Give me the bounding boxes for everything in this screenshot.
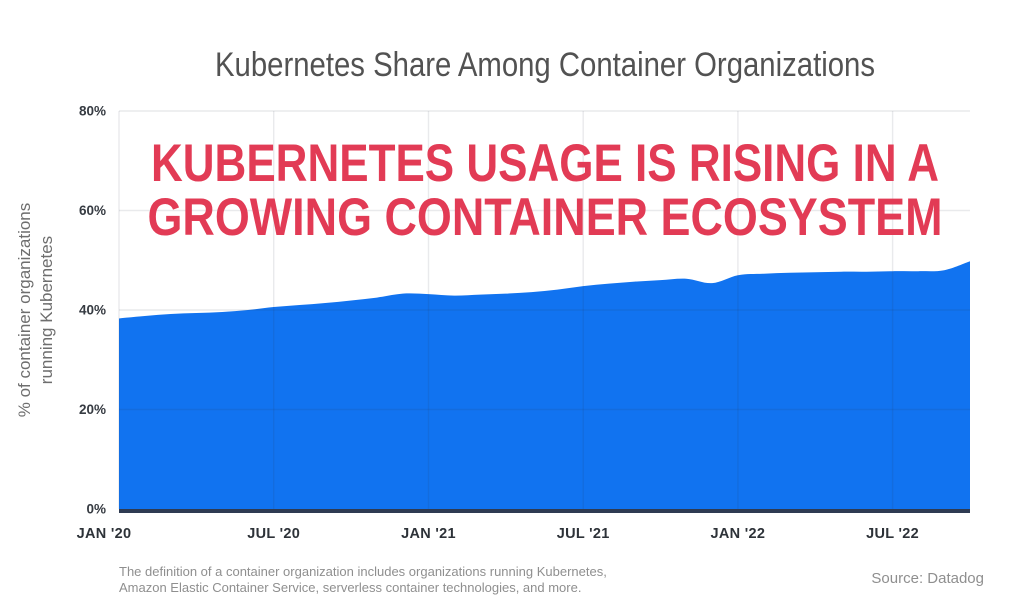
headline-line-2: GROWING CONTAINER ECOSYSTEM <box>148 188 943 247</box>
definition-note-line-2: Amazon Elastic Container Service, server… <box>119 579 582 595</box>
definition-note: The definition of a container organizati… <box>119 564 607 595</box>
plot-area: 0% 20% 40% 60% 80% JAN '20 JUL '20 JAN '21 JUL '… <box>77 104 970 542</box>
x-tick-label: JUL '22 <box>866 526 919 542</box>
definition-note-line-1: The definition of a container organizati… <box>119 564 607 579</box>
chart-title: Kubernetes Share Among Container Organiz… <box>215 46 875 84</box>
y-tick-label: 20% <box>79 402 106 417</box>
y-tick-label: 80% <box>79 104 106 119</box>
y-axis-title-line-1: % of container organizations <box>14 202 34 418</box>
x-tick-label: JAN '20 <box>77 526 132 542</box>
x-axis-baseline <box>119 509 970 513</box>
source-credit: Source: Datadog <box>871 570 984 587</box>
x-tick-label: JAN '22 <box>711 526 766 542</box>
y-axis-title: % of container organizations running Kub… <box>14 203 58 418</box>
x-tick-label: JUL '20 <box>247 526 300 542</box>
kubernetes-share-area-series <box>119 261 970 509</box>
y-tick-label: 60% <box>79 203 106 218</box>
headline-line-1: KUBERNETES USAGE IS RISING IN A <box>151 134 939 193</box>
x-tick-label: JUL '21 <box>557 526 610 542</box>
y-tick-label: 0% <box>86 502 106 517</box>
y-tick-label: 40% <box>79 303 106 318</box>
y-axis-title-line-2: running Kubernetes <box>37 235 56 385</box>
x-tick-label: JAN '21 <box>401 526 456 542</box>
